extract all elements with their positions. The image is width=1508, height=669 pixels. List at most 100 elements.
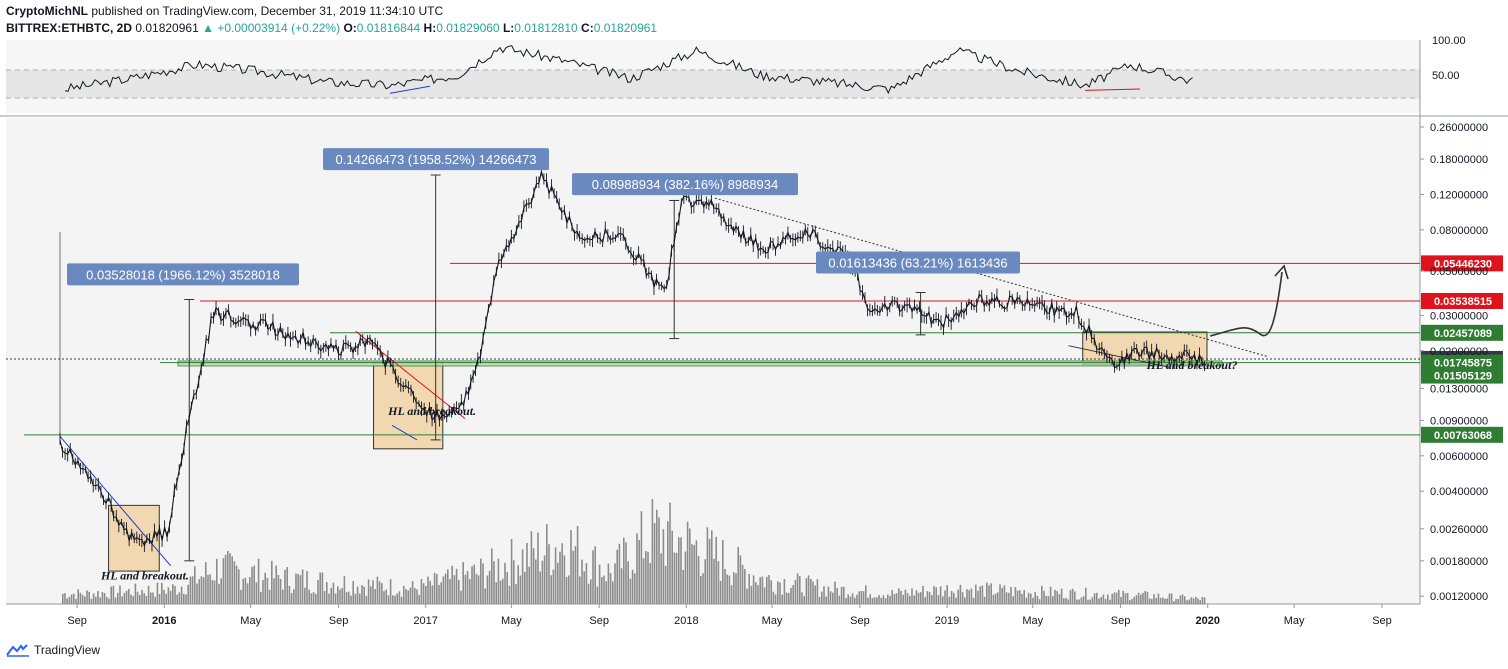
price-tick-label: 0.00400000 (1430, 486, 1488, 498)
volume-bar (255, 582, 258, 604)
volume-bar (312, 592, 315, 604)
volume-bar (719, 580, 722, 604)
volume-bar (1197, 598, 1199, 604)
volume-bar (629, 578, 632, 604)
volume-bar (649, 563, 651, 604)
volume-bar (1014, 587, 1017, 604)
volume-bar (425, 585, 427, 604)
volume-bar (235, 565, 238, 604)
volume-bar (647, 551, 649, 604)
volume-bar (420, 579, 423, 604)
volume-bar (1098, 598, 1100, 604)
volume-bar (928, 592, 931, 604)
volume-bar (992, 594, 995, 604)
volume-bar (1003, 585, 1006, 604)
volume-bar (394, 595, 396, 604)
volume-bar (887, 594, 889, 604)
volume-bar (95, 596, 97, 604)
volume-bar (284, 569, 286, 604)
volume-bar (139, 594, 141, 604)
volume-bar (1047, 596, 1050, 604)
volume-bar (121, 596, 123, 604)
volume-bar (444, 573, 447, 604)
volume-bar (823, 586, 825, 604)
volume-bar (400, 596, 403, 604)
volume-bar (1049, 586, 1052, 604)
volume-bar (693, 545, 695, 604)
volume-bar (84, 596, 86, 604)
volume-bar (990, 583, 992, 604)
volume-bar (1192, 598, 1195, 604)
price-line (59, 171, 1205, 548)
volume-bar (761, 576, 764, 604)
volume-bar (194, 566, 196, 604)
volume-bar (92, 593, 95, 604)
volume-bar (959, 584, 962, 604)
volume-bar (455, 568, 458, 604)
time-tick-label: Sep (329, 615, 349, 627)
volume-bar (75, 598, 77, 604)
volume-bar (739, 555, 742, 604)
volume-bar (64, 593, 66, 604)
volume-bar (68, 596, 71, 604)
volume-bar (821, 591, 823, 604)
volume-bar (249, 577, 251, 604)
volume-bar (616, 549, 618, 604)
level-label: 0.02457089 (1434, 328, 1492, 340)
volume-bar (645, 551, 647, 604)
measure-callout-box (67, 263, 299, 286)
volume-bar (1166, 598, 1168, 604)
volume-bar (510, 539, 513, 604)
volume-bar (1016, 590, 1019, 604)
volume-bar (801, 592, 803, 604)
volume-bar (242, 578, 244, 604)
volume-bar (354, 593, 357, 604)
volume-bar (442, 576, 445, 604)
footer-brand[interactable]: TradingView (6, 643, 100, 657)
volume-bar (1168, 593, 1171, 604)
volume-bar (372, 580, 374, 604)
volume-bar (574, 546, 577, 604)
volume-bar (994, 593, 997, 604)
volume-bar (185, 594, 187, 604)
volume-bar (1201, 597, 1204, 604)
volume-bar (1067, 599, 1069, 604)
price-tick-label: 0.08000000 (1430, 225, 1488, 237)
volume-bar (803, 596, 805, 604)
volume-bar (323, 590, 326, 604)
brand-label: TradingView (34, 643, 101, 657)
volume-bar (1093, 593, 1096, 604)
volume-bar (1173, 601, 1175, 604)
volume-bar (1054, 589, 1056, 604)
volume-bar (460, 590, 462, 604)
volume-bar (827, 586, 830, 604)
volume-bar (563, 555, 566, 604)
volume-bar (286, 567, 288, 604)
volume-bar (1181, 594, 1184, 604)
volume-bar (73, 593, 75, 604)
volume-bar (521, 549, 524, 604)
volume-bar (871, 598, 874, 604)
rsi-tick-label: 100.00 (1432, 35, 1466, 47)
volume-bar (370, 586, 372, 604)
volume-bar (651, 498, 654, 604)
volume-bar (757, 585, 759, 604)
volume-bar (108, 598, 110, 604)
author-name[interactable]: CryptoMichNL (6, 4, 88, 18)
volume-bar (594, 546, 596, 604)
volume-bar (293, 589, 295, 604)
volume-bar (158, 594, 161, 604)
volume-bar (253, 565, 255, 604)
volume-bar (895, 593, 898, 604)
volume-bar (865, 585, 867, 604)
volume-bar (1135, 595, 1138, 604)
volume-bar (1032, 597, 1034, 604)
symbol-label[interactable]: BITTREX:ETHBTC, 2D (6, 21, 132, 35)
volume-bar (499, 580, 502, 604)
volume-bar (537, 532, 539, 604)
volume-bar (794, 579, 797, 604)
volume-bar (464, 574, 467, 604)
volume-bar (488, 570, 491, 604)
volume-bar (106, 597, 108, 604)
